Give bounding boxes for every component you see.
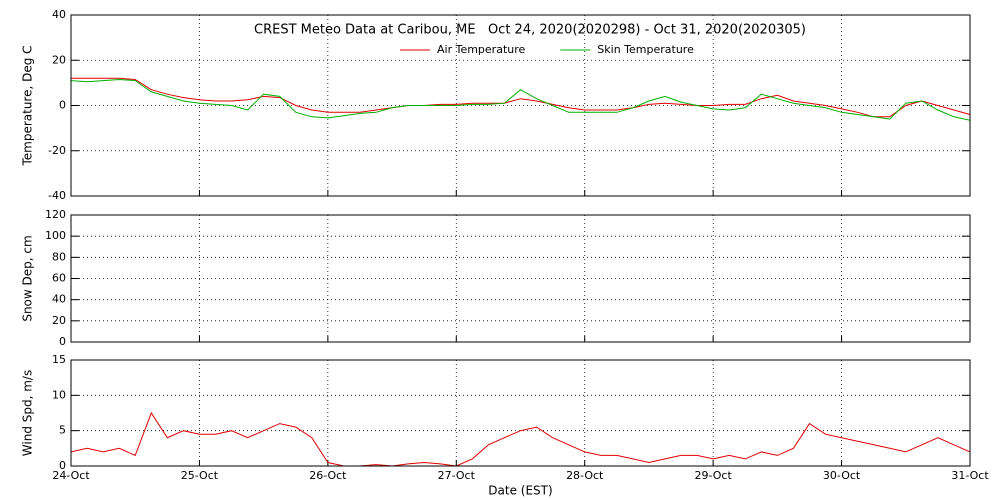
- x-tick-label: 27-Oct: [438, 469, 476, 482]
- plot-area: [71, 15, 970, 196]
- x-axis-label: Date (EST): [488, 484, 552, 498]
- plot-area: [71, 215, 970, 342]
- y-tick-label: 40: [52, 8, 66, 21]
- series-line: [70, 411, 971, 467]
- y-tick-label: 0: [59, 335, 66, 348]
- legend-label: Skin Temperature: [597, 43, 694, 56]
- y-tick-label: 10: [52, 388, 66, 401]
- legend-label: Air Temperature: [437, 43, 526, 56]
- chart-title: CREST Meteo Data at Caribou, ME Oct 24, …: [254, 23, 806, 38]
- y-tick-label: 20: [52, 53, 66, 66]
- x-tick-label: 29-Oct: [694, 469, 732, 482]
- series-line: [71, 77, 971, 118]
- x-tick-label: 24-Oct: [52, 469, 90, 482]
- y-tick-label: 100: [45, 229, 66, 242]
- series-line: [70, 78, 971, 121]
- plot-frame: [70, 214, 971, 343]
- plot-area: [71, 360, 970, 466]
- y-tick-label: 0: [59, 459, 66, 472]
- x-tick-label: 26-Oct: [309, 469, 347, 482]
- y-tick-label: 0: [59, 99, 66, 112]
- x-tick-label: 31-Oct: [951, 469, 989, 482]
- y-axis-label: Wind Spd, m/s: [21, 370, 35, 456]
- y-tick-label: 120: [45, 208, 66, 221]
- x-tick-label: 28-Oct: [566, 469, 604, 482]
- y-tick-label: -20: [48, 144, 66, 157]
- y-tick-label: 40: [52, 293, 66, 306]
- y-tick-label: 15: [52, 353, 66, 366]
- plot-frame: [70, 14, 971, 197]
- plot-frame: [70, 359, 971, 467]
- y-tick-label: -40: [48, 189, 66, 202]
- y-tick-label: 60: [52, 272, 66, 285]
- y-tick-label: 80: [52, 250, 66, 263]
- y-axis-label: Snow Dep, cm: [21, 235, 35, 321]
- y-tick-label: 20: [52, 314, 66, 327]
- x-tick-label: 30-Oct: [823, 469, 861, 482]
- y-axis-label: Temperature, Deg C: [21, 45, 35, 166]
- x-tick-label: 25-Oct: [181, 469, 219, 482]
- y-tick-label: 5: [59, 424, 66, 437]
